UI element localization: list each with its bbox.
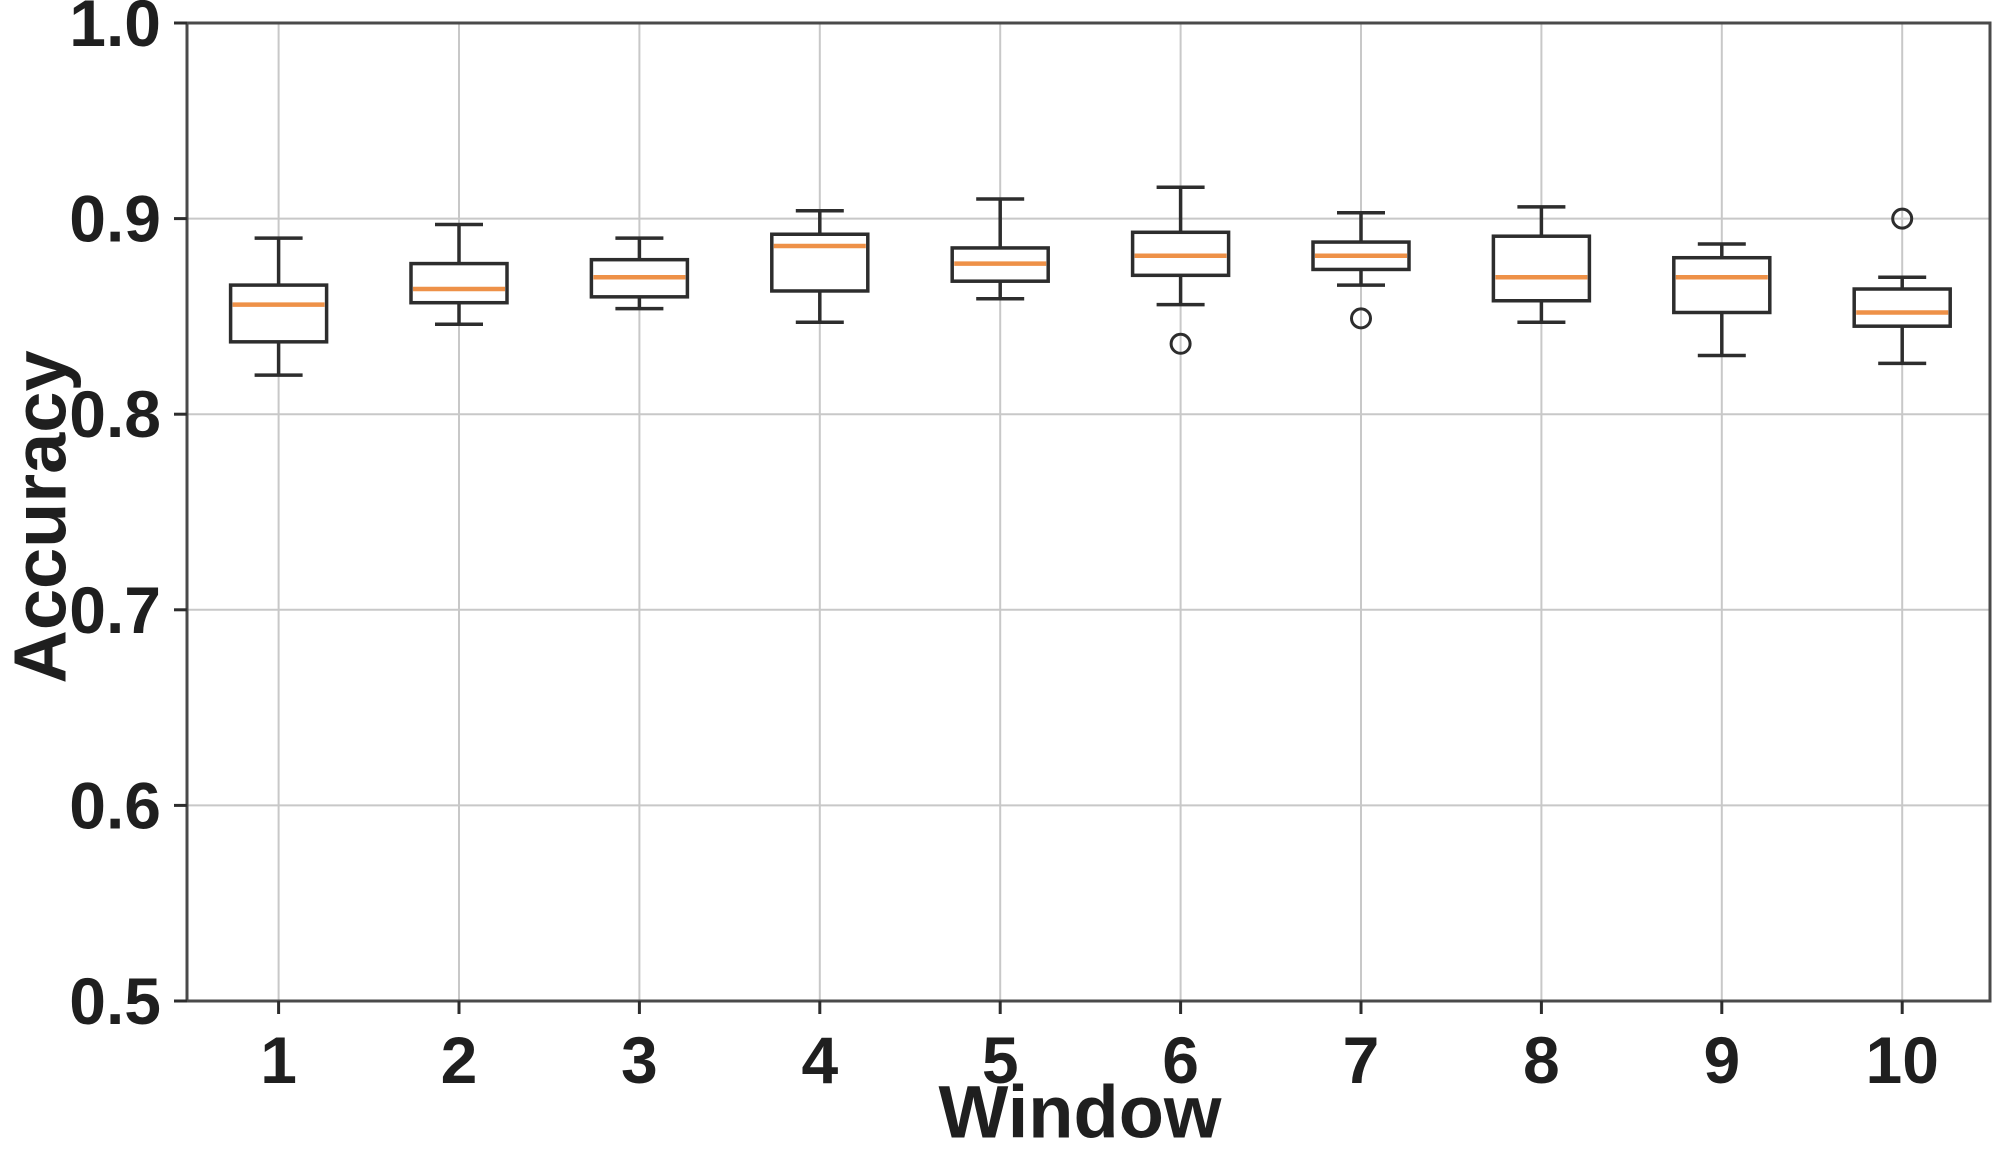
outlier-point bbox=[1169, 332, 1192, 355]
x-tick-label: 9 bbox=[1703, 1023, 1740, 1097]
y-tick-label: 0.9 bbox=[69, 182, 161, 256]
y-tick-label: 1.0 bbox=[69, 0, 161, 60]
y-axis-title: Accuracy bbox=[0, 350, 82, 684]
x-tick-label: 6 bbox=[1162, 1023, 1199, 1097]
x-tick-label: 7 bbox=[1343, 1023, 1380, 1097]
gridlines bbox=[187, 22, 1990, 1002]
outlier-point bbox=[1350, 307, 1372, 330]
outlier-point bbox=[1891, 207, 1914, 230]
box-window-8 bbox=[1491, 205, 1592, 325]
y-tick-label: 0.6 bbox=[69, 768, 161, 842]
x-tick-label: 2 bbox=[441, 1023, 478, 1097]
box-window-9 bbox=[1672, 242, 1772, 358]
x-tick-label: 3 bbox=[621, 1023, 658, 1097]
x-axis-title: Window bbox=[938, 1070, 1222, 1150]
x-tick-label: 10 bbox=[1865, 1023, 1938, 1097]
box-window-2 bbox=[409, 222, 509, 326]
y-tick-label: 0.7 bbox=[69, 573, 161, 647]
box-window-5 bbox=[950, 197, 1050, 301]
box-window-3 bbox=[589, 236, 690, 311]
x-axis: 1 2 3 4 5 6 7 8 9 10 bbox=[260, 1001, 1939, 1097]
y-tick-label: 0.5 bbox=[69, 964, 161, 1038]
box-window-7 bbox=[1311, 210, 1411, 330]
x-tick-label: 1 bbox=[260, 1023, 297, 1097]
y-axis: 0.5 0.6 0.7 0.8 0.9 1.0 bbox=[69, 0, 187, 1038]
x-tick-label: 4 bbox=[801, 1023, 838, 1097]
box-window-10 bbox=[1852, 207, 1952, 366]
box-window-6 bbox=[1130, 185, 1231, 355]
y-tick-label: 0.8 bbox=[69, 377, 161, 451]
x-tick-label: 5 bbox=[982, 1023, 1019, 1097]
x-tick-label: 8 bbox=[1523, 1023, 1560, 1097]
box-window-4 bbox=[770, 209, 870, 325]
box-window-1 bbox=[228, 236, 329, 377]
plot-frame bbox=[185, 21, 1992, 1003]
